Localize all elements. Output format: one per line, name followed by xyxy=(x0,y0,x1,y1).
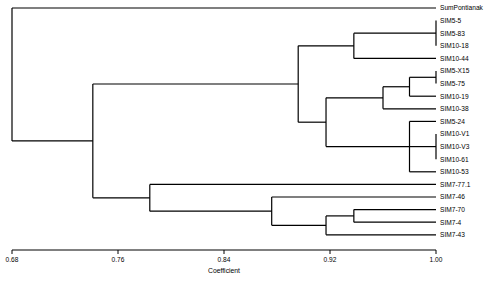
x-tick xyxy=(118,250,119,254)
leaf-label: SIM10-V3 xyxy=(440,143,470,150)
branch xyxy=(326,215,354,216)
leaf-label: SIM10-18 xyxy=(440,42,469,49)
x-tick xyxy=(224,250,225,254)
branch xyxy=(354,33,436,34)
x-tick-label: 0.76 xyxy=(112,256,125,263)
branch xyxy=(298,122,326,123)
branch xyxy=(272,196,436,197)
leaf-label: SIM5-X15 xyxy=(440,67,470,74)
leaf-label: SIM7-77.1 xyxy=(440,181,471,188)
tree-lines xyxy=(12,8,436,235)
leaf-label: SIM10-53 xyxy=(440,168,469,175)
leaf-label: SIM5-83 xyxy=(440,30,465,37)
branch xyxy=(150,184,436,185)
leaf-label: SIM10-19 xyxy=(440,93,469,100)
x-tick-label: 0.92 xyxy=(324,256,337,263)
branch xyxy=(383,86,410,87)
branch xyxy=(93,197,150,198)
branch xyxy=(410,77,437,78)
branch xyxy=(298,45,354,46)
x-tick xyxy=(330,250,331,254)
leaf-label: SIM10-44 xyxy=(440,55,469,62)
branch xyxy=(326,97,383,98)
branch xyxy=(150,211,272,212)
branch xyxy=(12,7,436,8)
x-tick xyxy=(436,250,437,254)
leaf-label: SumPontianak xyxy=(440,4,484,11)
branch xyxy=(272,225,326,226)
leaf-label: SIM5-75 xyxy=(440,80,465,87)
leaf-label: SIM7-46 xyxy=(440,193,465,200)
leaf-label: SIM10-38 xyxy=(440,105,469,112)
leaf-label: SIM7-4 xyxy=(440,219,462,226)
x-tick-label: 1.00 xyxy=(430,256,443,263)
branch xyxy=(410,146,437,147)
branch xyxy=(354,222,436,223)
leaf-label: SIM7-43 xyxy=(440,231,465,238)
leaf-label: SIM5-24 xyxy=(440,118,465,125)
x-tick-label: 0.68 xyxy=(6,256,19,263)
leaf-labels: SumPontianak SIM5-5 SIM5-83 SIM10-18 SIM10-4… xyxy=(440,4,484,238)
leaf-label: SIM10-61 xyxy=(440,156,469,163)
branch xyxy=(93,83,298,84)
leaf-label: SIM7-70 xyxy=(440,206,465,213)
branch xyxy=(354,209,436,210)
x-axis-label: Coefficient xyxy=(208,267,240,274)
branch xyxy=(12,140,93,141)
leaf-label: SIM5-5 xyxy=(440,17,462,24)
branch xyxy=(410,121,437,122)
leaf-label: SIM10-V1 xyxy=(440,130,470,137)
branch xyxy=(326,234,436,235)
x-tick xyxy=(12,250,13,254)
branch xyxy=(326,146,409,147)
branch xyxy=(383,108,436,109)
branch xyxy=(410,96,437,97)
dendrogram-chart: SumPontianak SIM5-5 SIM5-83 SIM10-18 SIM10-4… xyxy=(0,0,487,291)
branch xyxy=(410,171,437,172)
branch xyxy=(354,58,436,59)
cluster-join xyxy=(11,8,12,141)
x-tick-label: 0.84 xyxy=(218,256,231,263)
